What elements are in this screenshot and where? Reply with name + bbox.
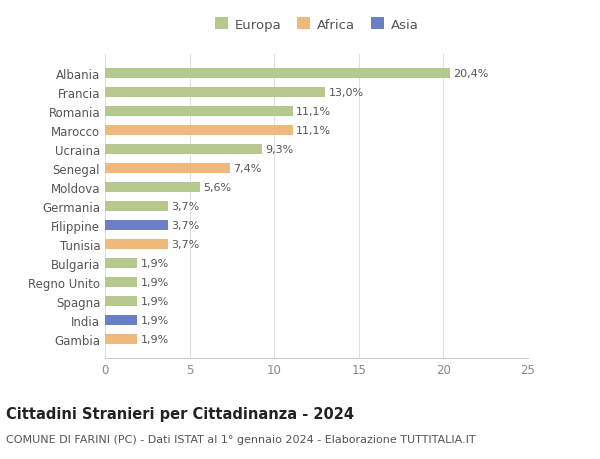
Text: 7,4%: 7,4% <box>233 164 262 174</box>
Bar <box>105 315 137 325</box>
Text: 11,1%: 11,1% <box>296 107 331 117</box>
Text: 11,1%: 11,1% <box>296 126 331 136</box>
Text: 13,0%: 13,0% <box>328 88 364 98</box>
Bar <box>105 106 293 117</box>
Bar <box>105 220 167 231</box>
Text: Cittadini Stranieri per Cittadinanza - 2024: Cittadini Stranieri per Cittadinanza - 2… <box>6 406 354 421</box>
Text: 9,3%: 9,3% <box>266 145 294 155</box>
Text: 5,6%: 5,6% <box>203 183 231 193</box>
Bar <box>105 69 450 79</box>
Bar <box>105 163 230 174</box>
Text: COMUNE DI FARINI (PC) - Dati ISTAT al 1° gennaio 2024 - Elaborazione TUTTITALIA.: COMUNE DI FARINI (PC) - Dati ISTAT al 1°… <box>6 434 476 444</box>
Text: 3,7%: 3,7% <box>171 220 199 230</box>
Bar <box>105 182 200 193</box>
Bar <box>105 126 293 136</box>
Bar <box>105 202 167 212</box>
Text: 20,4%: 20,4% <box>454 69 489 79</box>
Bar <box>105 277 137 287</box>
Bar <box>105 334 137 344</box>
Text: 3,7%: 3,7% <box>171 202 199 212</box>
Bar <box>105 258 137 269</box>
Text: 3,7%: 3,7% <box>171 240 199 249</box>
Legend: Europa, Africa, Asia: Europa, Africa, Asia <box>209 13 424 37</box>
Text: 1,9%: 1,9% <box>140 296 169 306</box>
Text: 1,9%: 1,9% <box>140 334 169 344</box>
Bar <box>105 145 262 155</box>
Text: 1,9%: 1,9% <box>140 258 169 269</box>
Bar <box>105 239 167 250</box>
Text: 1,9%: 1,9% <box>140 315 169 325</box>
Bar <box>105 88 325 98</box>
Text: 1,9%: 1,9% <box>140 277 169 287</box>
Bar <box>105 296 137 307</box>
